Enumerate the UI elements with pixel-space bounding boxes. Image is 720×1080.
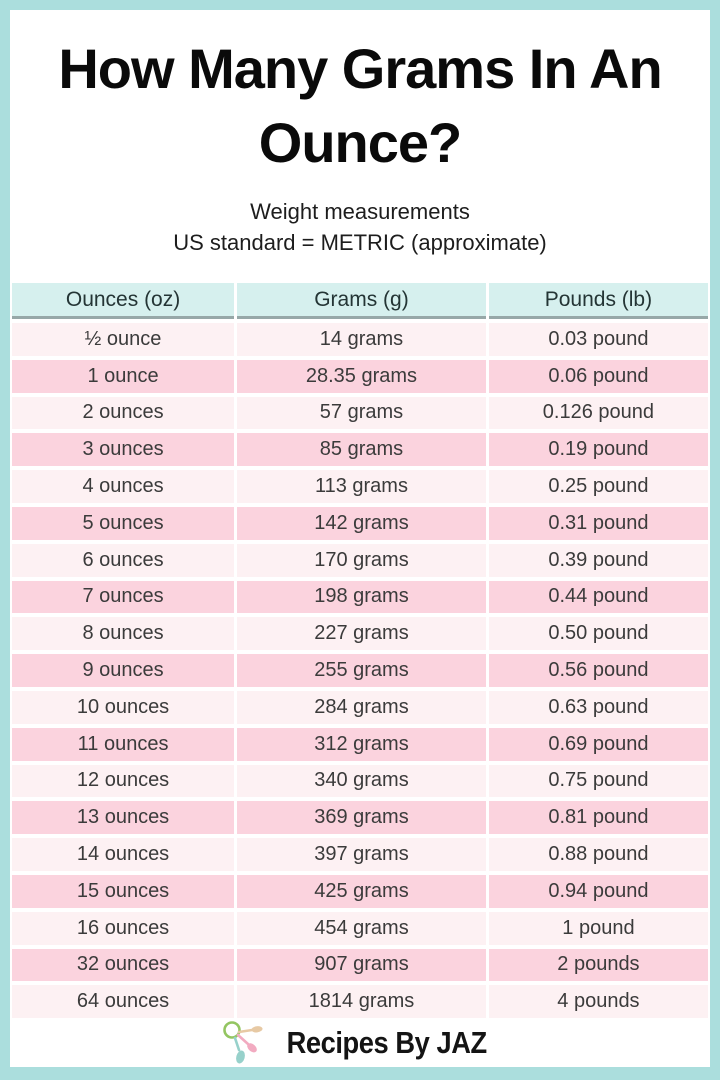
table-cell: 0.69 pound	[488, 727, 708, 761]
table-cell: 0.56 pound	[488, 654, 708, 687]
table-cell: 16 ounces	[12, 911, 235, 945]
column-header-grams: Grams (g)	[237, 283, 486, 319]
table-cell: 227 grams	[237, 617, 486, 651]
brand-footer: Recipes By JAZ	[10, 1018, 710, 1068]
table-cell: 6 ounces	[12, 543, 235, 577]
conversion-table: Ounces (oz) Grams (g) Pounds (lb) ½ ounc…	[12, 283, 708, 1019]
spoon-bowl-teal	[235, 1050, 245, 1064]
page-subtitle: Weight measurements US standard = METRIC …	[20, 196, 700, 258]
table-cell: 10 ounces	[12, 690, 235, 724]
table-cell: 7 ounces	[12, 580, 235, 614]
table-cell: 142 grams	[237, 506, 486, 540]
measuring-spoons-icon	[220, 1019, 266, 1067]
table-cell: ½ ounce	[12, 323, 235, 356]
table-cell: 32 ounces	[12, 948, 235, 982]
table-cell: 5 ounces	[12, 506, 235, 540]
table-cell: 198 grams	[237, 580, 486, 614]
table-cell: 0.75 pound	[488, 764, 708, 798]
table-cell: 0.19 pound	[488, 433, 708, 467]
table-cell: 369 grams	[237, 801, 486, 835]
table-cell: 0.126 pound	[488, 396, 708, 430]
spoon-handle-pink	[236, 1033, 250, 1046]
table-cell: 0.31 pound	[488, 506, 708, 540]
spoon-ring	[223, 1021, 241, 1039]
table-cell: 340 grams	[237, 764, 486, 798]
table-cell: 13 ounces	[12, 801, 235, 835]
table-cell: 425 grams	[237, 874, 486, 908]
table-cell: 14 grams	[237, 323, 486, 356]
table-cell: 284 grams	[237, 690, 486, 724]
table-cell: 1 pound	[488, 911, 708, 945]
table-cell: 0.50 pound	[488, 617, 708, 651]
subtitle-line1: Weight measurements	[250, 199, 470, 224]
table-cell: 113 grams	[237, 470, 486, 503]
table-cell: 3 ounces	[12, 433, 235, 467]
table-cell: 11 ounces	[12, 727, 235, 761]
table-cell: 0.03 pound	[488, 323, 708, 356]
table-cell: 312 grams	[237, 727, 486, 761]
table-cell: 0.94 pound	[488, 874, 708, 908]
table-cell: 397 grams	[237, 838, 486, 871]
table-cell: 15 ounces	[12, 874, 235, 908]
table-cell: 170 grams	[237, 543, 486, 577]
table-cell: 0.25 pound	[488, 470, 708, 503]
page-title-line2: Ounce?	[258, 111, 462, 174]
table-cell: 0.88 pound	[488, 838, 708, 871]
brand-name: Recipes By JAZ	[286, 1025, 487, 1061]
table-cell: 255 grams	[237, 654, 486, 687]
table-cell: 0.81 pound	[488, 801, 708, 835]
spoon-bowl-pink	[247, 1043, 257, 1053]
spoon-bowl-tan	[251, 1026, 263, 1033]
table-cell: 0.63 pound	[488, 690, 708, 724]
table-cell: 9 ounces	[12, 654, 235, 687]
spoon-handle-tan	[237, 1028, 254, 1034]
table-cell: 0.44 pound	[488, 580, 708, 614]
table-cell: 4 pounds	[488, 985, 708, 1019]
page-title-line1: How Many Grams In An	[58, 37, 662, 100]
table-cell: 2 pounds	[488, 948, 708, 982]
table-cell: 8 ounces	[12, 617, 235, 651]
table-cell: 907 grams	[237, 948, 486, 982]
table-cell: 14 ounces	[12, 838, 235, 871]
table-cell: 2 ounces	[12, 396, 235, 430]
table-cell: 85 grams	[237, 433, 486, 467]
table-cell: 64 ounces	[12, 985, 235, 1019]
table-cell: 1 ounce	[12, 359, 235, 393]
page-title: How Many Grams In An Ounce?	[20, 32, 700, 180]
table-cell: 0.39 pound	[488, 543, 708, 577]
subtitle-line2: US standard = METRIC (approximate)	[173, 230, 547, 255]
column-header-ounces: Ounces (oz)	[12, 283, 235, 319]
table-cell: 4 ounces	[12, 470, 235, 503]
column-header-pounds: Pounds (lb)	[488, 283, 708, 319]
table-cell: 57 grams	[237, 396, 486, 430]
table-cell: 28.35 grams	[237, 359, 486, 393]
spoon-handle-teal	[233, 1036, 241, 1052]
table-cell: 0.06 pound	[488, 359, 708, 393]
table-cell: 454 grams	[237, 911, 486, 945]
table-cell: 12 ounces	[12, 764, 235, 798]
table-cell: 1814 grams	[237, 985, 486, 1019]
